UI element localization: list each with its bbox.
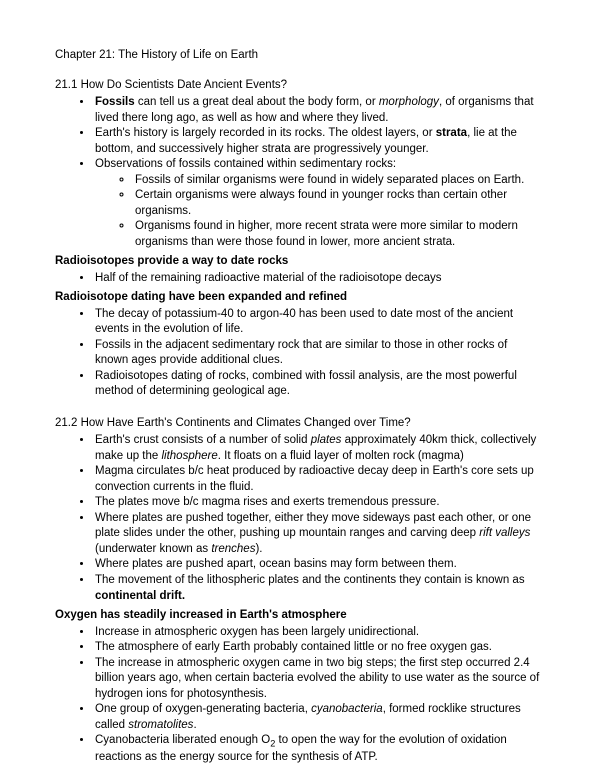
- term-strata: strata: [436, 127, 467, 139]
- text: The plates move b/c magma rises and exer…: [95, 496, 440, 508]
- text: Where plates are pushed apart, ocean bas…: [95, 558, 457, 570]
- list-item: The movement of the lithospheric plates …: [93, 573, 540, 604]
- list: Half of the remaining radioactive materi…: [55, 271, 540, 287]
- section-21-1-head: 21.1 How Do Scientists Date Ancient Even…: [55, 78, 540, 94]
- section-21-1-list: Fossils can tell us a great deal about t…: [55, 95, 540, 250]
- term-stromatolites: stromatolites: [128, 719, 193, 731]
- text: Certain organisms were always found in y…: [135, 189, 507, 217]
- section-21-2-list: Earth's crust consists of a number of so…: [55, 433, 540, 604]
- text: can tell us a great deal about the body …: [135, 96, 379, 108]
- text: The decay of potassium-40 to argon-40 ha…: [95, 308, 513, 336]
- term-lithosphere: lithosphere: [161, 450, 217, 462]
- list: The decay of potassium-40 to argon-40 ha…: [55, 307, 540, 400]
- text: Half of the remaining radioactive materi…: [95, 272, 441, 284]
- text: Increase in atmospheric oxygen has been …: [95, 626, 419, 638]
- chapter-title: Chapter 21: The History of Life on Earth: [55, 48, 540, 64]
- list-item: Fossils of similar organisms were found …: [133, 173, 540, 189]
- term-fossils: Fossils: [95, 96, 135, 108]
- sub-list: Fossils of similar organisms were found …: [95, 173, 540, 251]
- text: ).: [255, 543, 262, 555]
- list-item: Cyanobacteria liberated enough O2 to ope…: [93, 733, 540, 765]
- list: Increase in atmospheric oxygen has been …: [55, 625, 540, 766]
- list-item: The plates move b/c magma rises and exer…: [93, 495, 540, 511]
- list-item: Where plates are pushed together, either…: [93, 511, 540, 558]
- term-cyanobacteria: cyanobacteria: [311, 703, 383, 715]
- text: Cyanobacteria liberated enough O: [95, 734, 270, 746]
- section-21-2-head: 21.2 How Have Earth's Continents and Cli…: [55, 416, 540, 432]
- list-item: Increase in atmospheric oxygen has been …: [93, 625, 540, 641]
- text: . It floats on a fluid layer of molten r…: [218, 450, 464, 462]
- list-item: The atmosphere of early Earth probably c…: [93, 640, 540, 656]
- text: Where plates are pushed together, either…: [95, 512, 531, 540]
- list-item: Earth's crust consists of a number of so…: [93, 433, 540, 464]
- text: Magma circulates b/c heat produced by ra…: [95, 465, 534, 493]
- list-item: The increase in atmospheric oxygen came …: [93, 656, 540, 703]
- list-item: Half of the remaining radioactive materi…: [93, 271, 540, 287]
- text: (underwater known as: [95, 543, 211, 555]
- text: The movement of the lithospheric plates …: [95, 574, 525, 586]
- text: .: [193, 719, 196, 731]
- text: Organisms found in higher, more recent s…: [135, 220, 518, 248]
- subhead-radioisotope-dating: Radioisotope dating have been expanded a…: [55, 290, 540, 306]
- subhead-oxygen: Oxygen has steadily increased in Earth's…: [55, 608, 540, 624]
- subhead-radioisotopes: Radioisotopes provide a way to date rock…: [55, 254, 540, 270]
- list-item: Observations of fossils contained within…: [93, 157, 540, 250]
- text: Observations of fossils contained within…: [95, 158, 396, 170]
- list-item: Radioisotopes dating of rocks, combined …: [93, 369, 540, 400]
- list-item: Fossils can tell us a great deal about t…: [93, 95, 540, 126]
- text: The atmosphere of early Earth probably c…: [95, 641, 492, 653]
- term-trenches: trenches: [211, 543, 255, 555]
- list-item: Earth's history is largely recorded in i…: [93, 126, 540, 157]
- term-rift-valleys: rift valleys: [479, 527, 530, 539]
- list-item: Magma circulates b/c heat produced by ra…: [93, 464, 540, 495]
- text: Radioisotopes dating of rocks, combined …: [95, 370, 517, 398]
- term-continental-drift: continental drift.: [95, 590, 185, 602]
- term-plates: plates: [311, 434, 342, 446]
- text: Earth's crust consists of a number of so…: [95, 434, 311, 446]
- text: Fossils in the adjacent sedimentary rock…: [95, 339, 507, 367]
- text: Fossils of similar organisms were found …: [135, 174, 524, 186]
- list-item: Fossils in the adjacent sedimentary rock…: [93, 338, 540, 369]
- list-item: The decay of potassium-40 to argon-40 ha…: [93, 307, 540, 338]
- text: The increase in atmospheric oxygen came …: [95, 657, 539, 700]
- list-item: Certain organisms were always found in y…: [133, 188, 540, 219]
- list-item: Where plates are pushed apart, ocean bas…: [93, 557, 540, 573]
- text: Earth's history is largely recorded in i…: [95, 127, 436, 139]
- text: One group of oxygen-generating bacteria,: [95, 703, 311, 715]
- term-morphology: morphology: [379, 96, 439, 108]
- list-item: One group of oxygen-generating bacteria,…: [93, 702, 540, 733]
- list-item: Organisms found in higher, more recent s…: [133, 219, 540, 250]
